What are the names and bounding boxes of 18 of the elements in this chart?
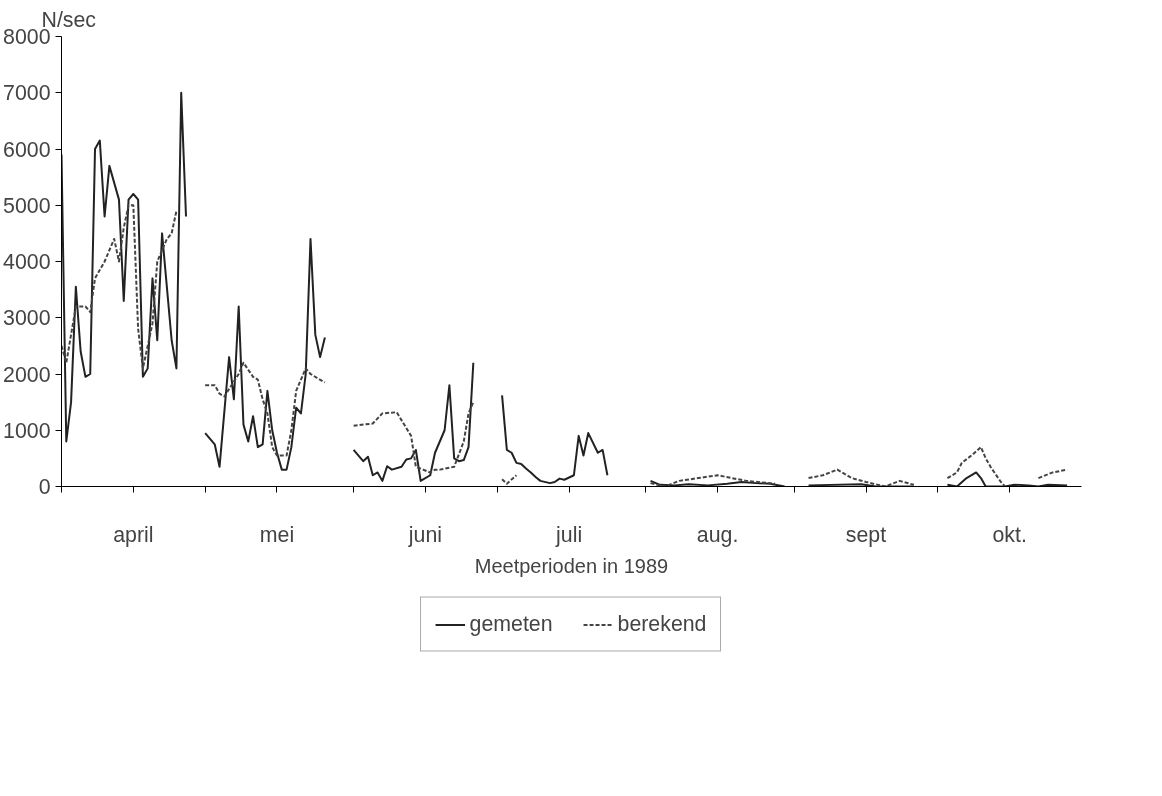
- legend-label: gemeten: [469, 611, 553, 637]
- x-tick-label: april: [113, 522, 154, 547]
- x-tick-label: juni: [407, 522, 443, 547]
- x-axis-title: Meetperioden in 1989: [474, 554, 669, 577]
- y-tick-label: 6000: [3, 137, 51, 162]
- y-tick-label: 4000: [3, 250, 51, 274]
- x-tick-label: sept: [845, 522, 887, 547]
- x-tick-label: okt.: [992, 522, 1027, 547]
- legend-label: berekend: [617, 611, 707, 637]
- y-tick-label: 5000: [3, 193, 51, 218]
- y-tick-label: 3000: [3, 306, 51, 331]
- y-tick-label: 7000: [3, 81, 51, 106]
- y-tick-label: 2000: [3, 362, 51, 387]
- y-tick-label: 0: [38, 475, 51, 499]
- x-tick-label: aug.: [696, 522, 739, 547]
- x-tick-label: mei: [259, 522, 295, 547]
- x-tick-label: juli: [555, 522, 583, 547]
- y-tick-label: 1000: [3, 418, 51, 443]
